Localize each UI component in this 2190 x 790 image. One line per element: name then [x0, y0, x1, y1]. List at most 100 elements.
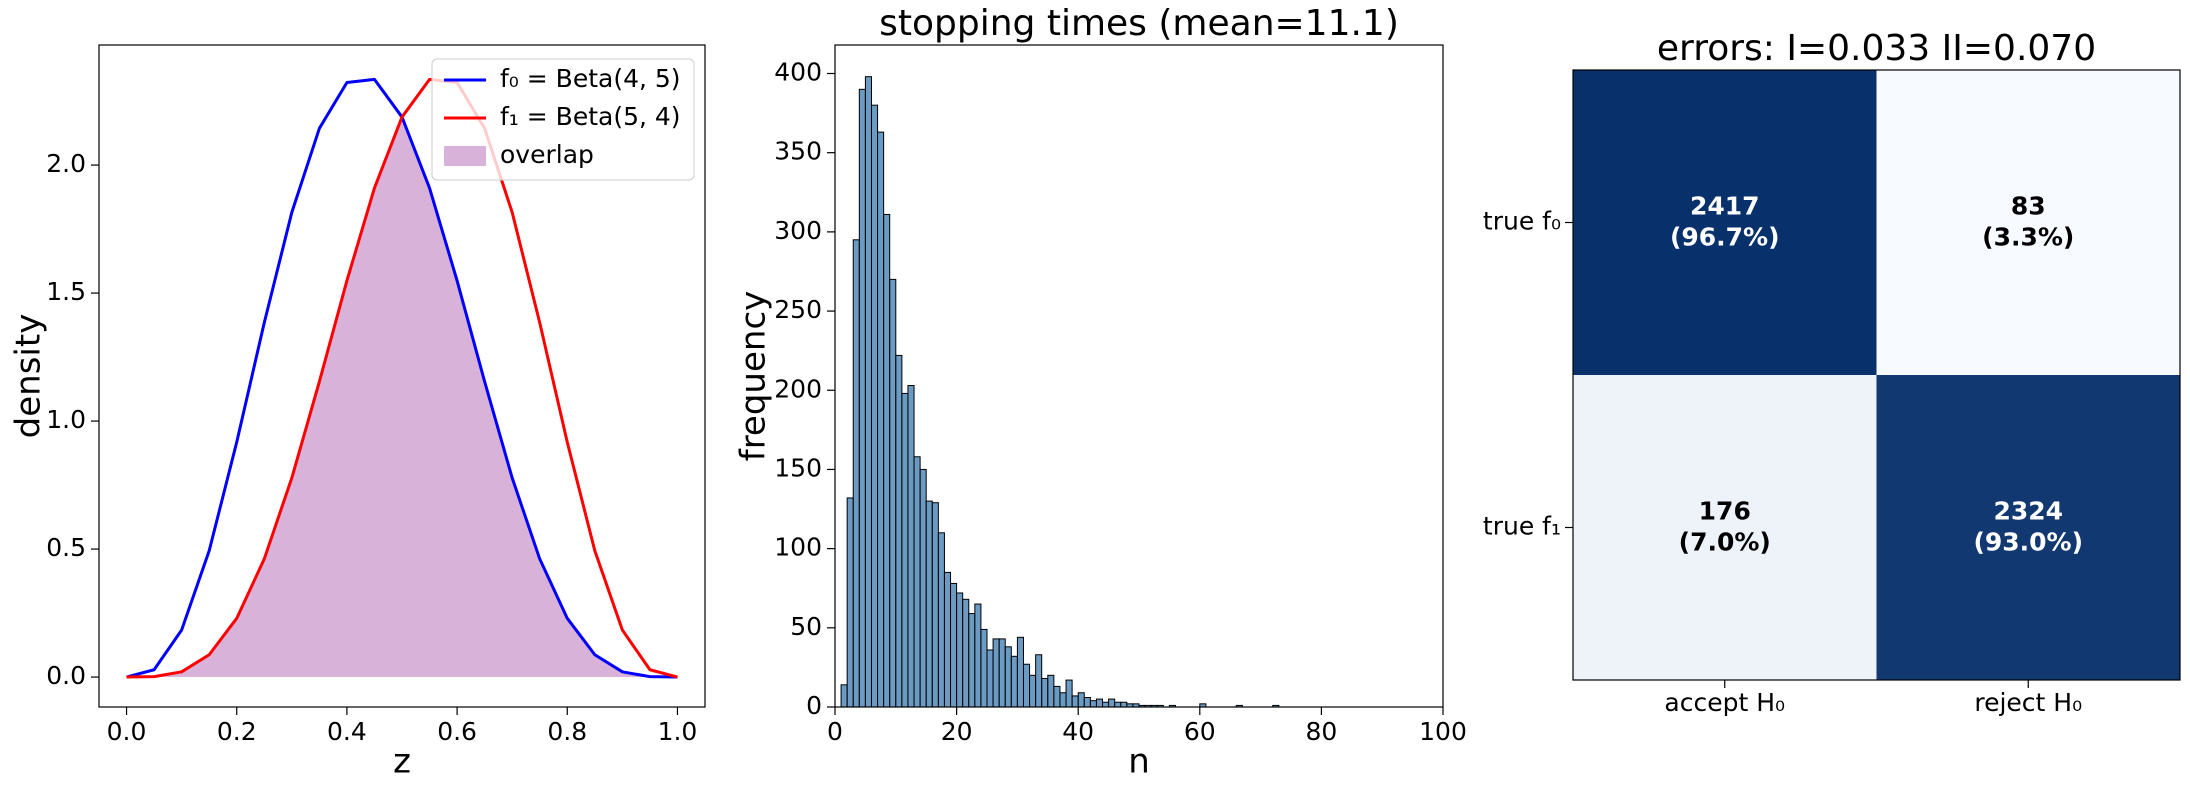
y-tick-label: 0.0 — [46, 661, 86, 690]
bar — [870, 104, 879, 708]
bar — [931, 502, 939, 708]
heatmap-cell — [1573, 375, 1877, 680]
bar — [1035, 654, 1043, 708]
x-tick-label: 40 — [1062, 717, 1094, 746]
y-axis-label: frequency — [734, 291, 774, 462]
bar — [1053, 685, 1061, 708]
x-tick-label: 0.2 — [217, 717, 257, 746]
bar — [1065, 679, 1073, 708]
bar — [901, 392, 909, 708]
bar — [1108, 698, 1116, 708]
bar — [992, 638, 1000, 708]
bar — [1114, 701, 1122, 708]
bar — [1077, 692, 1085, 708]
bar — [1004, 646, 1012, 708]
cell-percent: (3.3%) — [1982, 223, 2074, 252]
bar — [968, 613, 976, 708]
legend-label: f₀ = Beta(4, 5) — [500, 64, 681, 93]
bar — [840, 684, 848, 708]
bar — [998, 638, 1006, 708]
bar — [864, 76, 872, 708]
heatmap-cell — [1573, 70, 1877, 375]
axes-frame — [834, 44, 1444, 708]
y-tick-label: 2.0 — [46, 149, 86, 178]
bar — [937, 532, 945, 708]
bar — [895, 354, 903, 708]
bar — [956, 592, 964, 708]
line — [126, 77, 678, 679]
cell-count: 2324 — [1993, 497, 2063, 526]
bar — [1010, 655, 1018, 708]
y-tick-label: 300 — [774, 216, 822, 245]
x-tick-label: 0 — [827, 717, 843, 746]
y-tick-label: 0 — [806, 691, 822, 720]
heatmap-cell — [1876, 70, 2180, 375]
chart-title: stopping times (mean=11.1) — [879, 3, 1399, 44]
x-tick-label: 60 — [1184, 717, 1216, 746]
x-tick-label: 0.4 — [327, 717, 367, 746]
y-tick-label: 100 — [774, 533, 822, 562]
y-tick-label: 250 — [774, 295, 822, 324]
y-tick-label: 1.0 — [46, 405, 86, 434]
bar — [877, 131, 885, 708]
bar — [925, 500, 933, 708]
axes-frame — [1572, 69, 2181, 681]
y-tick-label: 1.5 — [46, 277, 86, 306]
y-tick-label: 0.5 — [46, 533, 86, 562]
y-tick-label: 50 — [790, 612, 822, 641]
bar — [1041, 677, 1049, 708]
x-tick-label: 80 — [1305, 717, 1337, 746]
bar — [1047, 674, 1055, 708]
area — [126, 117, 678, 678]
bar — [913, 456, 921, 708]
cell-count: 83 — [2011, 192, 2046, 221]
bar — [974, 603, 982, 708]
bar — [907, 385, 915, 708]
x-tick-label: 100 — [1419, 717, 1467, 746]
bar — [1095, 698, 1104, 708]
y-axis-label: density — [9, 314, 49, 439]
bar — [962, 598, 970, 708]
axes-frame — [98, 44, 706, 708]
y-tick-label: true f₀ — [1483, 207, 1561, 236]
bar — [1059, 692, 1067, 708]
x-axis-label: n — [1128, 742, 1150, 782]
x-tick-label: 0.8 — [547, 717, 587, 746]
cell-count: 2417 — [1690, 192, 1760, 221]
cell-percent: (96.7%) — [1670, 223, 1780, 252]
legend-swatch — [444, 146, 486, 166]
y-tick-label: 400 — [774, 58, 822, 87]
bar — [1029, 674, 1037, 708]
cell-count: 176 — [1699, 497, 1751, 526]
bar — [986, 649, 994, 708]
bar — [1102, 701, 1110, 708]
bar — [889, 278, 897, 708]
heatmap-cell — [1876, 375, 2180, 680]
y-tick-label: 150 — [774, 453, 822, 482]
bar — [1089, 700, 1097, 708]
x-tick-label: 0.6 — [437, 717, 477, 746]
y-tick-label: true f₁ — [1483, 512, 1561, 541]
x-tick-label: 1.0 — [658, 717, 698, 746]
legend-box — [431, 58, 695, 181]
bar — [980, 628, 988, 708]
chart-title: errors: I=0.033 II=0.070 — [1657, 28, 2096, 69]
bar — [1120, 701, 1128, 708]
bar — [1071, 695, 1079, 708]
bar — [943, 571, 952, 708]
bar — [883, 213, 891, 708]
y-tick-label: 200 — [774, 374, 822, 403]
y-tick-label: 350 — [774, 137, 822, 166]
bar — [1022, 663, 1031, 708]
bar — [919, 468, 927, 708]
bar — [858, 88, 866, 708]
x-tick-label: 20 — [941, 717, 973, 746]
cell-percent: (7.0%) — [1679, 528, 1771, 557]
bar — [1083, 696, 1091, 708]
legend-label: overlap — [500, 140, 594, 169]
bar — [1016, 636, 1024, 708]
x-tick-label: accept H₀ — [1664, 688, 1785, 717]
cell-percent: (93.0%) — [1973, 528, 2083, 557]
legend-label: f₁ = Beta(5, 4) — [500, 102, 681, 131]
